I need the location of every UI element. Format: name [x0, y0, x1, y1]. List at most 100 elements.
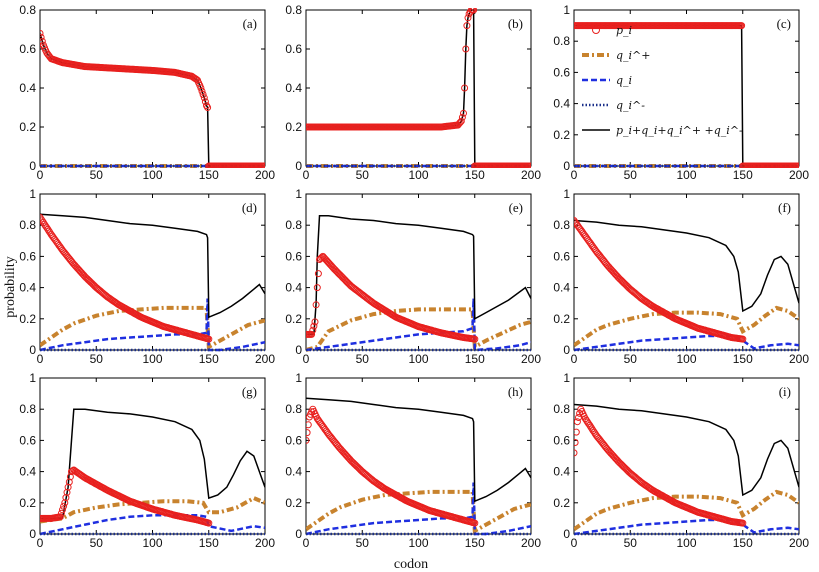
- panel-h-frame: [305, 377, 532, 535]
- x-tick-label: 50: [90, 352, 104, 366]
- panel-a: 0 50 100 150 200 0 0.2 0.4 0.6 0.8 (a): [19, 3, 275, 182]
- series-p: [306, 405, 479, 527]
- y-tick-label: 0.6: [285, 42, 302, 56]
- p-marker: [205, 519, 213, 527]
- x-tick-label: 200: [521, 352, 541, 366]
- x-tick-label: 200: [521, 168, 541, 182]
- p-marker: [586, 421, 594, 429]
- y-tick-label: 0: [563, 343, 570, 357]
- panel-label: (b): [508, 16, 523, 31]
- p-marker: [458, 113, 466, 121]
- x-tick-label: 200: [521, 536, 541, 550]
- legend-item-q_minus: q_i^-: [582, 99, 645, 112]
- legend-item-q: q_i: [582, 74, 632, 87]
- y-tick-label: 0: [563, 159, 570, 173]
- x-tick-label: 0: [571, 536, 578, 550]
- y-tick-label: 0.2: [553, 312, 570, 326]
- panel-b-frame: [305, 9, 532, 167]
- y-tick-label: 0.8: [285, 3, 302, 17]
- p-marker: [40, 217, 46, 225]
- series-p: [574, 22, 799, 168]
- x-tick-label: 50: [624, 168, 638, 182]
- legend-item-q_plus: q_i^+: [582, 49, 651, 62]
- series-q-plus: [306, 489, 531, 535]
- p-marker: [471, 335, 479, 343]
- p-marker: [197, 84, 205, 92]
- p-marker: [464, 14, 472, 22]
- p-marker: [739, 335, 747, 343]
- p-marker: [204, 104, 212, 111]
- x-tick-label: 150: [733, 536, 753, 550]
- p-marker: [40, 219, 47, 226]
- y-tick-label: 0.2: [285, 496, 302, 510]
- y-tick-label: 0.4: [19, 281, 36, 295]
- p-marker: [65, 478, 73, 486]
- p-marker: [739, 519, 747, 527]
- series-q-plus: [40, 305, 265, 351]
- x-tick-label: 100: [142, 352, 162, 366]
- x-tick-label: 100: [408, 168, 428, 182]
- p-marker: [308, 330, 316, 338]
- y-tick-label: 1: [295, 187, 302, 201]
- series-p: [40, 213, 213, 343]
- p-marker: [61, 499, 69, 507]
- legend-label: q_i: [616, 74, 632, 87]
- p-marker: [313, 284, 321, 292]
- y-tick-label: 0.8: [553, 402, 570, 416]
- series-q: [574, 334, 799, 352]
- p-marker: [306, 436, 310, 444]
- p-marker: [312, 301, 320, 309]
- series-q: [574, 518, 799, 536]
- series-p: [40, 29, 265, 168]
- y-tick-label: 0.4: [285, 465, 302, 479]
- series-total: [306, 397, 531, 503]
- p-marker: [56, 513, 64, 521]
- x-tick-label: 0: [37, 168, 44, 182]
- p-marker: [310, 322, 318, 330]
- y-tick-label: 0.8: [553, 218, 570, 232]
- y-tick-label: 0.4: [19, 465, 36, 479]
- p-marker: [191, 75, 199, 83]
- p-marker: [62, 494, 70, 502]
- p-marker: [462, 45, 470, 53]
- y-tick-label: 0.8: [19, 402, 36, 416]
- series-p: [306, 252, 479, 343]
- p-marker: [527, 162, 531, 168]
- p-marker: [314, 270, 322, 278]
- y-tick-label: 0.8: [19, 218, 36, 232]
- series-q-plus: [574, 489, 799, 531]
- p-marker: [198, 87, 206, 95]
- panel-d: 0 50 100 150 200 0 0.2 0.4 0.6 0.8 1 (d): [19, 187, 275, 366]
- plot-area: [306, 8, 531, 168]
- panel-label: (i): [779, 384, 791, 399]
- x-tick-label: 50: [90, 536, 104, 550]
- y-tick-label: 0.6: [553, 433, 570, 447]
- plot-area: [574, 403, 799, 536]
- panel-a-frame: [39, 9, 266, 167]
- p-marker: [40, 37, 46, 45]
- p-marker: [311, 318, 319, 326]
- p-marker: [57, 509, 65, 517]
- y-tick-label: 0.2: [19, 120, 36, 134]
- x-tick-label: 50: [356, 352, 370, 366]
- p-marker: [574, 418, 581, 426]
- legend: p_i q_i^+ q_i q_i^- p_i+q_i+q_i^+ +q_i^-: [582, 24, 743, 137]
- y-tick-label: 1: [563, 187, 570, 201]
- p-marker: [738, 22, 746, 30]
- x-tick-label: 50: [90, 168, 104, 182]
- x-tick-label: 200: [789, 168, 809, 182]
- x-tick-label: 0: [37, 536, 44, 550]
- p-marker: [471, 519, 479, 527]
- panel-d-frame: [39, 193, 266, 351]
- y-tick-label: 0.4: [553, 97, 570, 111]
- x-tick-label: 100: [142, 168, 162, 182]
- panel-f: 0 50 100 150 200 0 0.2 0.4 0.6 0.8 1 (f): [553, 187, 809, 366]
- y-tick-label: 0.2: [19, 496, 36, 510]
- panel-h: 0 50 100 150 200 0 0.2 0.4 0.6 0.8 1 (h): [285, 371, 541, 550]
- series-total: [306, 9, 531, 167]
- x-tick-label: 100: [676, 352, 696, 366]
- x-tick-label: 50: [624, 536, 638, 550]
- plot-area: [306, 397, 531, 536]
